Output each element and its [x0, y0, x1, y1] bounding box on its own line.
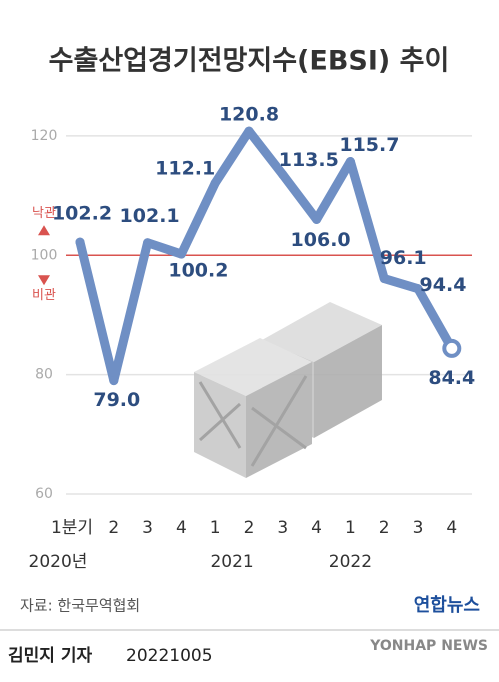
x-tick-label: 1분기 [51, 518, 93, 538]
reference-above-label: 낙관 [32, 206, 56, 221]
reporter: 김민지 기자 [8, 646, 92, 666]
x-tick-label: 3 [277, 518, 288, 538]
data-label: 120.8 [219, 104, 279, 126]
x-tick-label: 1 [345, 518, 356, 538]
y-tick-label: 120 [31, 128, 58, 144]
x-tick-label: 4 [311, 518, 322, 538]
x-tick-label: 1 [210, 518, 221, 538]
data-point [244, 126, 254, 136]
chart-title: 수출산업경기전망지수(EBSI) 추이 [49, 46, 450, 77]
x-tick-label: 3 [413, 518, 424, 538]
y-tick-label: 60 [35, 486, 53, 502]
data-label: 102.1 [120, 205, 180, 227]
data-label: 106.0 [291, 229, 351, 251]
x-tick-label: 3 [142, 518, 153, 538]
data-label: 84.4 [428, 367, 475, 389]
data-point [345, 157, 355, 167]
x-tick-label: 4 [176, 518, 187, 538]
data-label: 94.4 [420, 274, 467, 296]
data-point [75, 237, 85, 247]
data-point [278, 170, 288, 180]
data-point [312, 214, 322, 224]
data-point [143, 238, 153, 248]
data-point [379, 274, 389, 284]
x-tick-label: 2 [244, 518, 255, 538]
data-point [413, 284, 423, 294]
data-label: 100.2 [168, 260, 228, 282]
y-tick-label: 100 [31, 247, 58, 263]
data-label: 79.0 [93, 389, 140, 411]
down-arrow [38, 275, 50, 286]
data-label: 113.5 [279, 149, 339, 171]
data-point [210, 178, 220, 188]
data-point [442, 338, 462, 358]
data-point [176, 249, 186, 259]
year-label: 2022 [329, 552, 372, 572]
data-label: 115.7 [339, 134, 399, 156]
up-arrow [38, 225, 50, 236]
x-tick-label: 2 [108, 518, 119, 538]
data-label: 112.1 [155, 158, 215, 180]
logo: 연합뉴스 [414, 594, 480, 616]
x-tick-label: 4 [446, 518, 457, 538]
reference-below-label: 비관 [32, 288, 56, 303]
crate-illustration [194, 302, 382, 478]
source: 자료: 한국무역협회 [20, 597, 140, 615]
x-tick-label: 2 [379, 518, 390, 538]
year-label: 2020년 [29, 552, 88, 572]
watermark: YONHAP NEWS [369, 638, 488, 654]
data-point [109, 376, 119, 386]
year-label: 2021 [210, 552, 253, 572]
data-label: 102.2 [52, 203, 112, 225]
y-tick-label: 80 [35, 367, 53, 383]
date: 20221005 [126, 646, 213, 666]
data-label: 96.1 [380, 247, 427, 269]
data-line [75, 126, 457, 386]
